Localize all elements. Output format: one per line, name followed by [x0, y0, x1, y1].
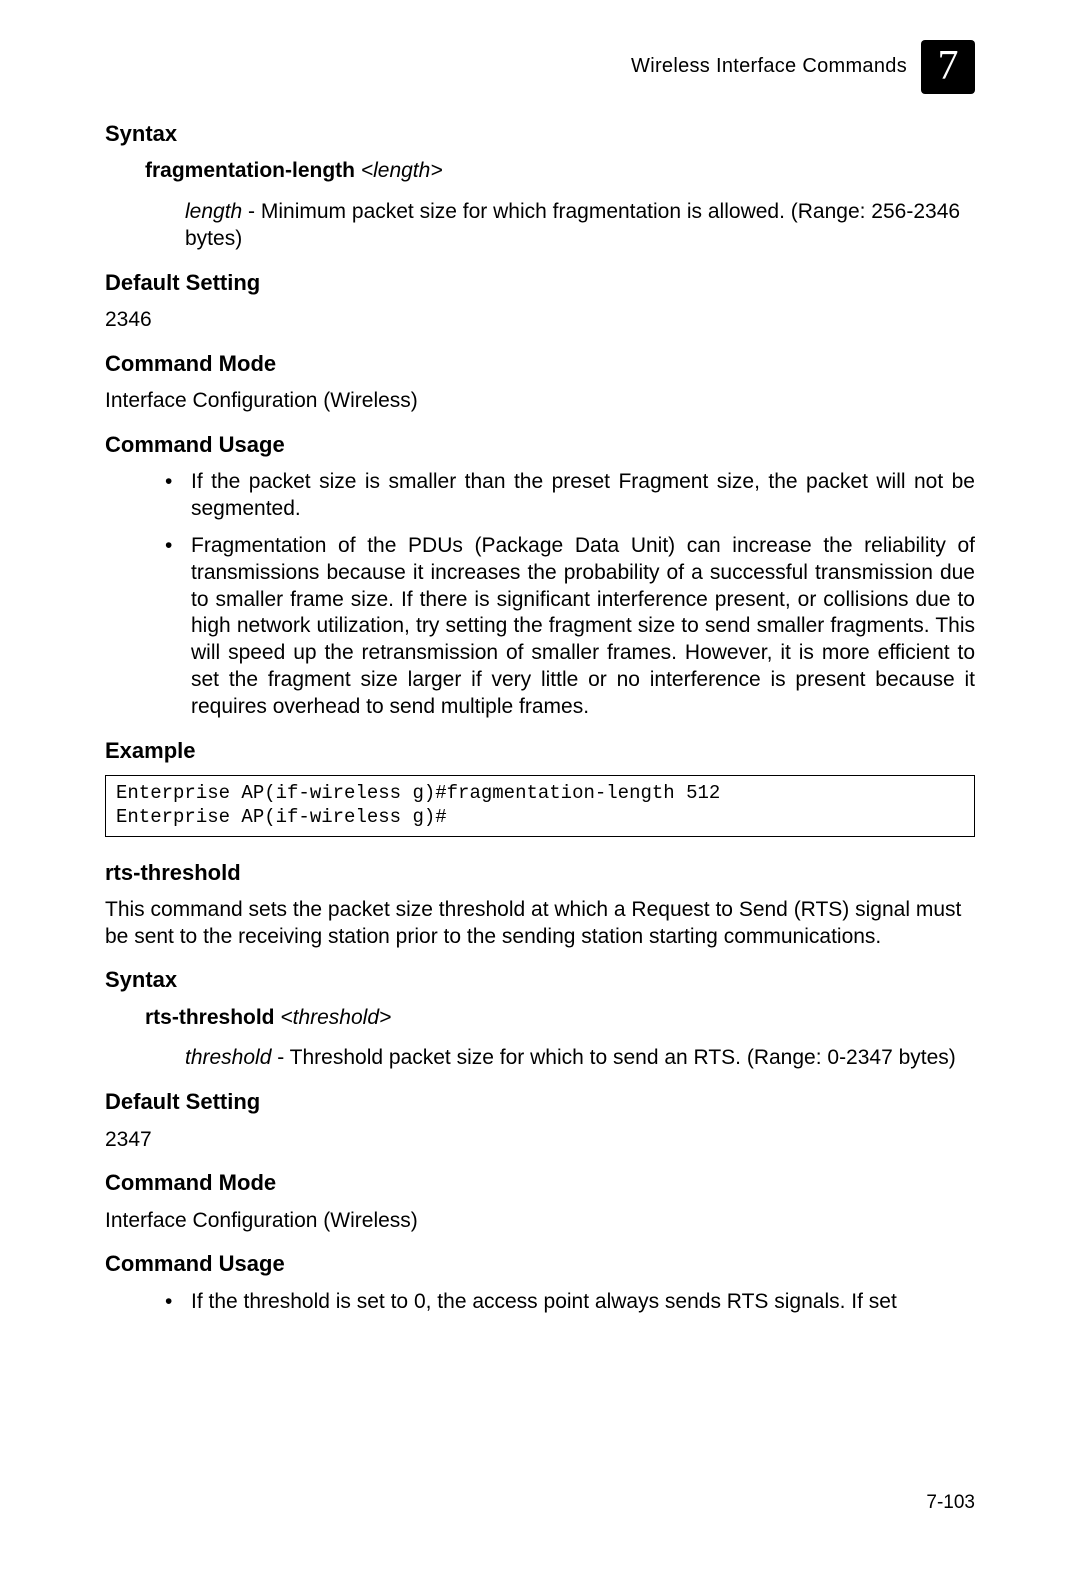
parameter-text: - Threshold packet size for which to sen… [271, 1046, 955, 1069]
syntax-argument: <length> [361, 159, 443, 182]
header-text: Wireless Interface Commands [631, 54, 907, 80]
syntax-heading: Syntax [105, 966, 975, 994]
syntax-command: rts-threshold [145, 1006, 275, 1029]
parameter-text: - Minimum packet size for which fragment… [185, 200, 960, 250]
command-usage-heading: Command Usage [105, 1250, 975, 1278]
syntax-command: fragmentation-length [145, 159, 355, 182]
running-header: Wireless Interface Commands 7 [631, 40, 975, 94]
default-setting-heading: Default Setting [105, 1088, 975, 1116]
usage-list: If the packet size is smaller than the p… [165, 469, 975, 721]
command-mode-value: Interface Configuration (Wireless) [105, 388, 975, 415]
default-setting-heading: Default Setting [105, 269, 975, 297]
page-root: Wireless Interface Commands 7 Syntax fra… [0, 0, 1080, 1570]
usage-list: If the threshold is set to 0, the access… [165, 1289, 975, 1316]
usage-item: Fragmentation of the PDUs (Package Data … [165, 533, 975, 721]
command-intro: This command sets the packet size thresh… [105, 897, 975, 951]
parameter-name: threshold [185, 1046, 271, 1069]
command-mode-value: Interface Configuration (Wireless) [105, 1208, 975, 1235]
usage-item: If the threshold is set to 0, the access… [165, 1289, 975, 1316]
example-heading: Example [105, 737, 975, 765]
command-mode-heading: Command Mode [105, 350, 975, 378]
command-usage-heading: Command Usage [105, 431, 975, 459]
default-setting-value: 2347 [105, 1127, 975, 1154]
parameter-description: threshold - Threshold packet size for wh… [185, 1045, 975, 1072]
chapter-number-badge: 7 [921, 40, 975, 94]
syntax-heading: Syntax [105, 120, 975, 148]
example-code-block: Enterprise AP(if-wireless g)#fragmentati… [105, 775, 975, 837]
command-mode-heading: Command Mode [105, 1169, 975, 1197]
parameter-name: length [185, 200, 242, 223]
parameter-description: length - Minimum packet size for which f… [185, 199, 975, 253]
syntax-line: fragmentation-length <length> [145, 158, 975, 185]
syntax-line: rts-threshold <threshold> [145, 1005, 975, 1032]
usage-item: If the packet size is smaller than the p… [165, 469, 975, 523]
page-number: 7-103 [926, 1491, 975, 1515]
syntax-argument: <threshold> [280, 1006, 391, 1029]
page-content: Syntax fragmentation-length <length> len… [105, 120, 975, 1315]
command-title: rts-threshold [105, 859, 975, 887]
default-setting-value: 2346 [105, 307, 975, 334]
